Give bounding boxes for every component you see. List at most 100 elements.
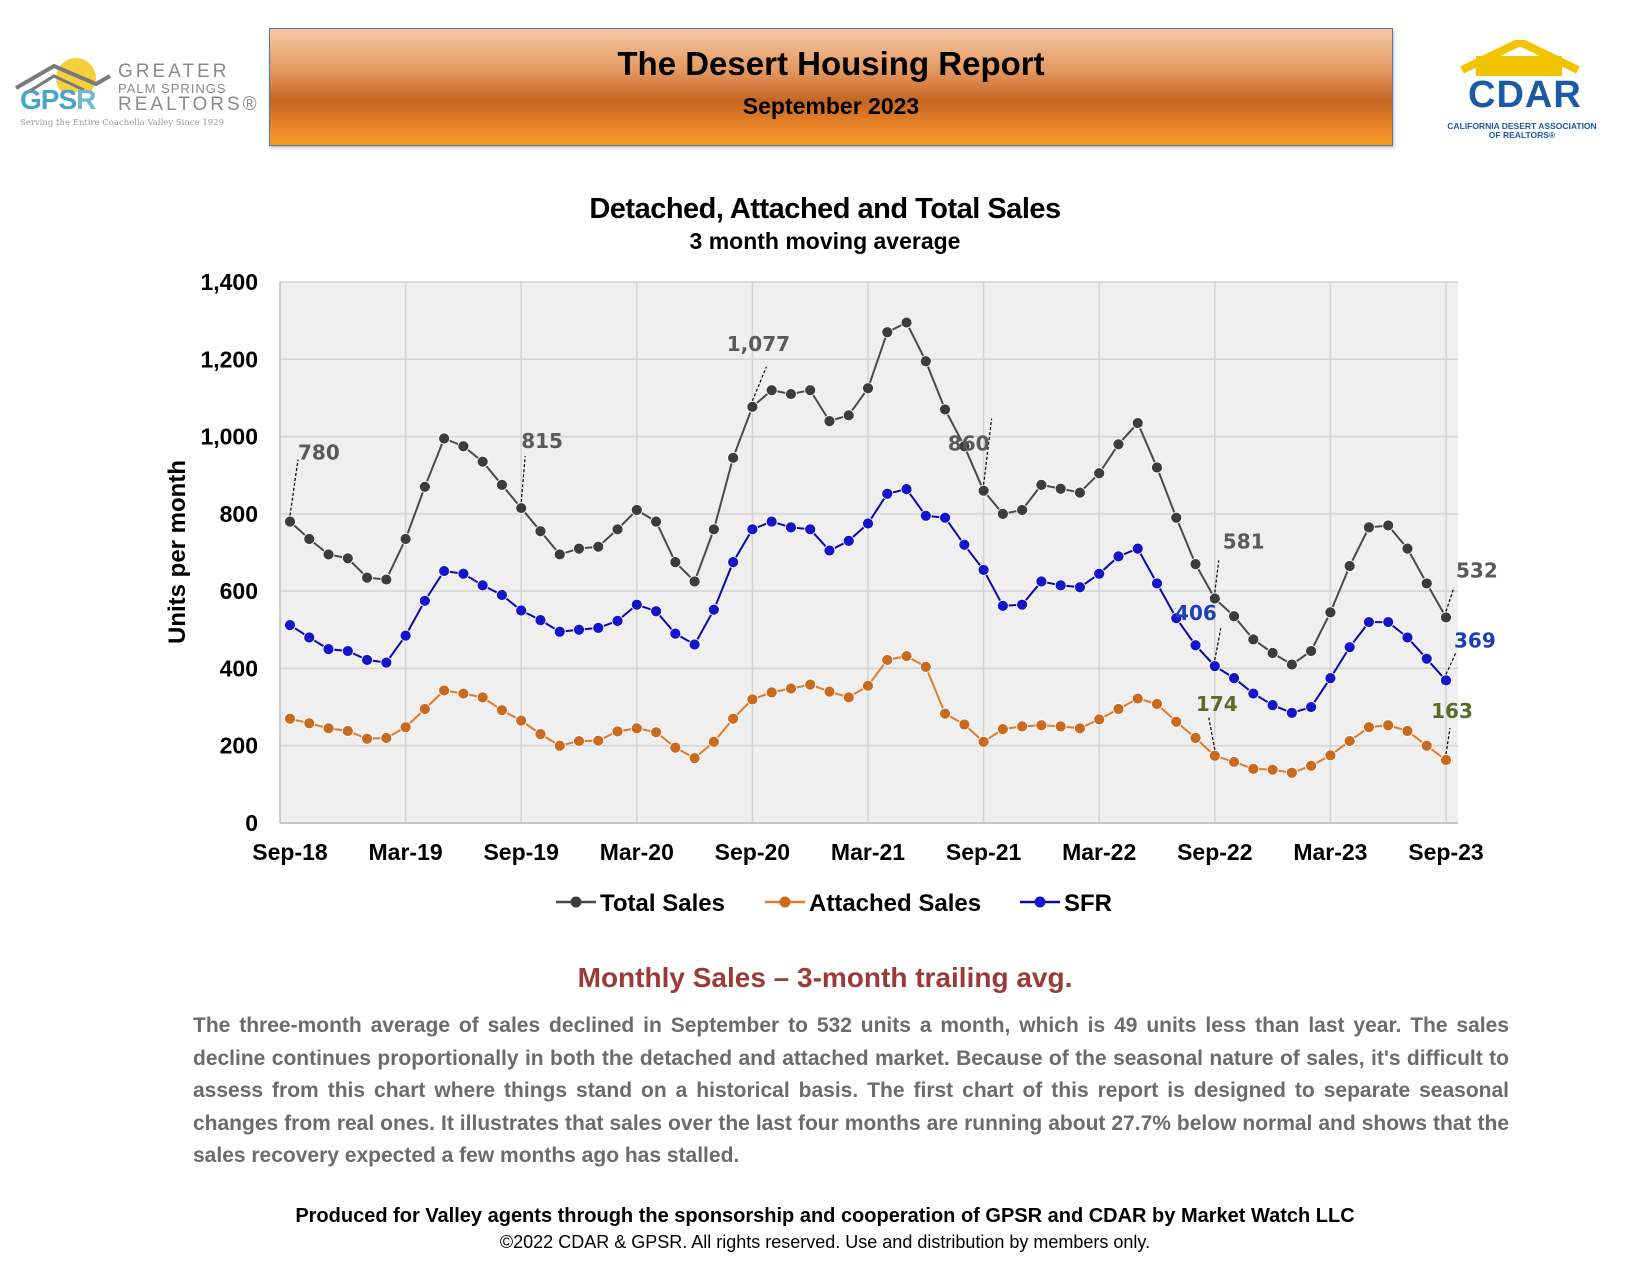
attached-sales-point	[438, 684, 451, 697]
annotation-leader	[1214, 560, 1220, 593]
total-sales-point	[534, 525, 547, 538]
total-sales-point	[823, 415, 836, 428]
annotation-leader	[1445, 652, 1457, 675]
total-sales-point	[341, 552, 354, 565]
x-tick-label: Sep-18	[252, 839, 328, 865]
y-tick-label: 800	[220, 501, 258, 527]
data-label: 1,077	[727, 332, 790, 356]
attached-sales-point	[515, 714, 528, 727]
sfr-point	[592, 621, 605, 634]
total-sales-point	[958, 440, 971, 453]
total-sales-point	[1189, 558, 1202, 570]
data-label: 860	[948, 432, 990, 456]
total-sales-point	[515, 502, 528, 514]
sfr-point	[900, 483, 913, 496]
attached-sales-point	[592, 734, 605, 747]
y-tick-label: 0	[245, 810, 258, 836]
data-label: 174	[1196, 692, 1238, 716]
sales-line-chart: 0 200 400 600 800 1,000 1,200 1,400 Sep-18 Mar-19…	[164, 269, 1498, 917]
y-tick-label: 1,000	[200, 424, 258, 450]
total-sales-point	[746, 400, 759, 413]
attached-sales-point	[1112, 703, 1125, 715]
total-sales-point	[919, 355, 932, 368]
total-sales-point	[1112, 438, 1125, 451]
x-tick-label: Sep-22	[1177, 839, 1252, 865]
attached-sales-point	[341, 725, 354, 737]
attached-sales-point	[1054, 720, 1067, 733]
gpsr-name: GREATER PALM SPRINGS REALTORS®	[118, 62, 260, 114]
sfr-point	[1247, 687, 1260, 700]
total-sales-point	[1170, 511, 1183, 524]
cdar-line2: OF REALTORS®	[1488, 129, 1556, 140]
sfr-point	[727, 556, 740, 569]
sfr-point	[1170, 612, 1183, 625]
gpsr-line1: GREATER	[118, 61, 230, 82]
x-tick-label: Mar-21	[831, 839, 905, 865]
sfr-point	[1324, 672, 1337, 684]
gpsr-line3: REALTORS®	[118, 94, 260, 115]
data-label: 369	[1454, 628, 1496, 652]
attached-sales-point	[785, 682, 797, 695]
sfr-point	[688, 638, 701, 651]
sfr-point	[1016, 598, 1029, 611]
sfr-point	[1054, 579, 1067, 592]
total-sales-point	[1151, 461, 1163, 474]
sfr-point	[457, 567, 470, 580]
total-sales-point	[457, 440, 470, 453]
total-sales-point	[804, 384, 817, 397]
sfr-point	[1285, 706, 1298, 719]
attached-sales-point	[1093, 713, 1106, 726]
attached-sales-point	[996, 723, 1009, 735]
attached-sales-point	[1151, 698, 1163, 710]
x-tick-label: Mar-20	[600, 839, 674, 865]
cdar-name: CDAR	[1468, 74, 1582, 116]
total-sales-point	[996, 507, 1009, 520]
chart-subtitle: 3 month moving average	[689, 228, 961, 254]
total-sales-point	[1343, 560, 1356, 572]
attached-sales-point	[496, 704, 508, 717]
total-sales-point	[476, 455, 489, 468]
footer-copyright: ©2022 CDAR & GPSR. All rights reserved. …	[499, 1232, 1151, 1252]
sfr-point	[785, 521, 797, 534]
sfr-point	[650, 605, 662, 618]
attached-sales-point	[881, 654, 894, 666]
total-sales-point	[1093, 467, 1106, 480]
sfr-point	[958, 538, 971, 551]
attached-sales-point	[457, 687, 470, 700]
attached-sales-point	[1170, 715, 1183, 728]
total-sales-point	[842, 409, 855, 422]
attached-sales-point	[1305, 759, 1318, 772]
total-sales-point	[707, 523, 720, 536]
total-sales-point	[1285, 658, 1298, 671]
attached-sales-point	[688, 752, 701, 764]
sfr-point	[1093, 567, 1106, 580]
legend-swatch-marker	[1034, 896, 1046, 908]
y-tick-label: 200	[220, 733, 258, 759]
cdar-logo: CDAR CALIFORNIA DESERT ASSOCIATION OF RE…	[1428, 40, 1616, 145]
sfr-point	[303, 631, 316, 644]
total-sales-point	[977, 484, 990, 497]
y-tick-label: 600	[220, 578, 258, 604]
x-tick-label: Mar-23	[1293, 839, 1367, 865]
total-sales-point	[611, 523, 624, 536]
sfr-point	[284, 619, 296, 632]
attached-sales-point	[669, 741, 682, 754]
total-sales-point	[1035, 478, 1048, 491]
sfr-point	[842, 535, 855, 547]
attached-sales-point	[1228, 756, 1240, 768]
attached-sales-point	[862, 679, 874, 692]
sfr-point	[1401, 631, 1414, 644]
attached-sales-point	[1208, 749, 1221, 762]
sfr-point	[1363, 616, 1375, 628]
y-tick-label: 1,200	[200, 346, 258, 372]
attached-sales-point	[303, 717, 316, 730]
total-sales-point	[1420, 577, 1433, 590]
x-tick-label: Sep-21	[946, 839, 1022, 865]
annotation-leader	[1445, 727, 1451, 755]
sfr-point	[746, 523, 759, 536]
attached-sales-point	[1440, 754, 1452, 766]
gpsr-sun-roof-icon	[14, 58, 111, 92]
sfr-point	[341, 645, 354, 657]
sfr-point	[322, 643, 335, 656]
attached-sales-point	[919, 660, 932, 673]
